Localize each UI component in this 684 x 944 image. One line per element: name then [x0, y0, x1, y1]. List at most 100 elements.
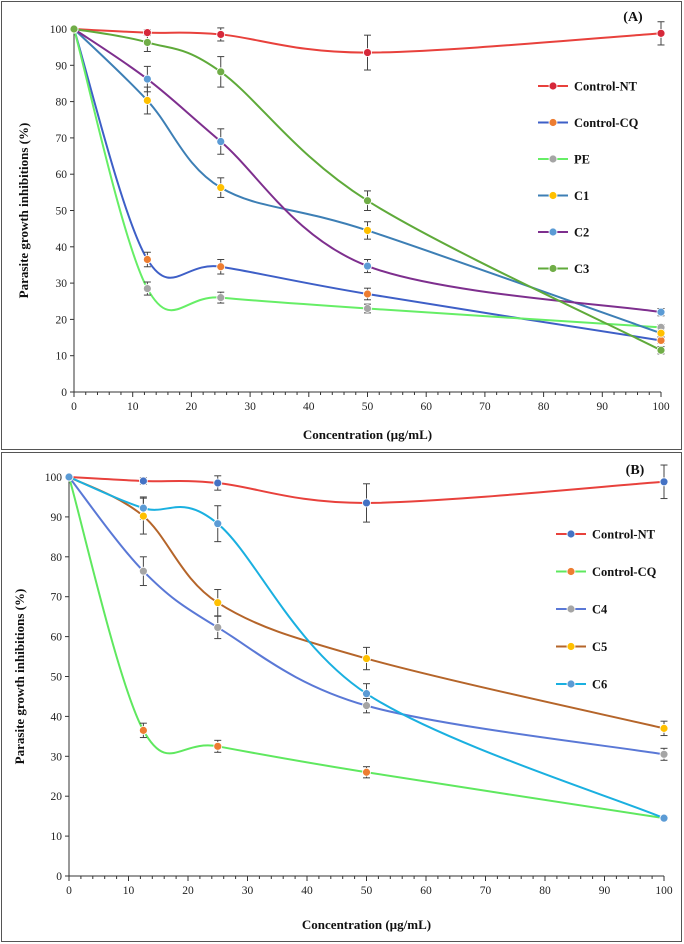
chart1-x-tick-label: 0 [66, 885, 72, 897]
chart0-y-tick-label: 20 [56, 314, 68, 326]
chart1-legend-label-Control-CQ: Control-CQ [592, 565, 657, 579]
chart0-y-tick-label: 30 [56, 278, 68, 290]
chart0-data-point-C2 [656, 307, 666, 317]
chart1-data-point-Control-CQ [138, 725, 148, 735]
chart0-y-tick-label: 40 [56, 242, 68, 254]
chart0-x-tick-label: 10 [127, 401, 139, 413]
chart1-y-tick-label: 30 [51, 751, 63, 763]
chart1-legend-marker-C5 [566, 642, 576, 651]
chart1-x-tick-label: 30 [242, 885, 254, 897]
chart1-y-tick-label: 90 [51, 512, 63, 524]
chart0-legend-marker-C3 [548, 264, 558, 273]
chart0-data-point-PE [216, 293, 226, 303]
chart0-legend-marker-PE [548, 154, 558, 164]
chart1-panel-label: (B) [626, 463, 645, 478]
chart0-data-point-Control-NT [216, 30, 226, 39]
chart1-y-tick-label: 50 [51, 672, 63, 684]
chart1-data-point-Control-NT [659, 477, 669, 487]
chart0-data-point-C1 [363, 226, 372, 235]
chart0-data-point-C1 [656, 328, 666, 338]
chart1-y-tick-label: 0 [56, 871, 62, 883]
chart1-y-tick-label: 100 [45, 472, 63, 484]
chart1-y-tick-label: 20 [51, 791, 63, 803]
chart0-legend-label-C1: C1 [574, 189, 589, 203]
chart1-legend-label-Control-NT: Control-NT [592, 528, 656, 542]
chart1-data-point-C5 [659, 723, 669, 733]
chart0-y-tick-label: 0 [61, 387, 67, 399]
chart1-data-point-C6 [659, 813, 669, 823]
chart0-legend-label-PE: PE [574, 153, 590, 167]
chart0-data-point-Control-CQ [216, 262, 226, 272]
chart1-data-point-C6 [362, 689, 371, 699]
chart0-legend-label-C2: C2 [574, 226, 589, 240]
chart0-series-line-PE [73, 28, 662, 329]
chart1-x-tick-label: 100 [655, 885, 673, 897]
chart1-x-tick-label: 80 [539, 885, 551, 897]
chart0-y-tick-label: 10 [56, 351, 68, 363]
chart1-legend-label-C5: C5 [592, 640, 607, 654]
chart0-legend-marker-C2 [548, 227, 558, 237]
chart1-data-point-C4 [213, 623, 223, 632]
chart0-data-point-C3 [69, 24, 79, 34]
chart0-x-tick-label: 70 [479, 401, 491, 413]
chart0-data-point-Control-NT [142, 28, 152, 38]
chart1-x-tick-label: 10 [123, 885, 135, 897]
chart1-data-point-C4 [659, 749, 669, 759]
chart0-data-point-C1 [142, 96, 152, 105]
chart0-y-tick-label: 80 [56, 97, 68, 109]
chart1-y-tick-label: 80 [51, 552, 63, 564]
chart0-data-point-PE [142, 284, 152, 293]
chart0-data-point-Control-CQ [656, 336, 666, 345]
chart0-data-point-C3 [656, 345, 666, 355]
chart0-data-point-C2 [216, 137, 226, 146]
chart0-panel-label: (A) [623, 10, 643, 25]
chart1-series-line-C4 [68, 476, 665, 756]
chart1-y-tick-label: 60 [51, 632, 63, 644]
chart0-series-line-C2 [73, 28, 662, 314]
chart0-x-tick-label: 50 [362, 401, 374, 413]
chart0-legend-marker-Control-CQ [548, 118, 558, 127]
chart0-y-tick-label: 100 [50, 24, 68, 36]
chart1-x-tick-label: 70 [480, 885, 492, 897]
chart-b-svg: 0 10 20 30 40 50 60 70 80 90 100 0 10 20 30 40 50 60 70 80 9… [12, 463, 673, 932]
chart0-x-tick-label: 40 [303, 401, 315, 413]
chart0-y-tick-label: 50 [56, 206, 68, 218]
chart0-y-tick-label: 70 [56, 133, 68, 145]
chart1-y-axis-title: Parasite growth inhibitions (%) [12, 589, 27, 765]
chart1-x-tick-label: 40 [301, 885, 313, 897]
chart0-data-point-C1 [216, 183, 226, 193]
chart0-x-tick-label: 80 [538, 401, 550, 413]
chart0-data-point-PE [363, 304, 372, 313]
chart0-data-point-Control-NT [363, 48, 372, 57]
chart0-y-tick-label: 60 [56, 169, 68, 181]
chart0-data-point-Control-NT [656, 28, 666, 38]
chart1-y-tick-label: 40 [51, 711, 63, 723]
chart1-data-point-Control-CQ [362, 767, 371, 777]
chart1-x-tick-label: 50 [361, 885, 373, 897]
chart1-legend-marker-C4 [566, 604, 576, 614]
chart0-x-tick-label: 60 [420, 401, 432, 413]
chart-a-svg: 0 10 20 30 40 50 60 70 80 90 100 0 10 20 30 40 50 60 70 80 9… [16, 10, 670, 442]
chart1-legend-label-C4: C4 [592, 603, 608, 617]
chart1-x-tick-label: 90 [599, 885, 611, 897]
chart1-x-tick-label: 20 [182, 885, 194, 897]
chart1-y-tick-label: 70 [51, 592, 63, 604]
chart1-data-point-C6 [138, 503, 148, 513]
chart1-data-point-C5 [138, 511, 148, 521]
chart1-data-point-C5 [362, 654, 371, 663]
chart1-data-point-Control-NT [138, 476, 148, 486]
chart0-data-point-Control-CQ [363, 289, 372, 299]
chart0-x-tick-label: 30 [244, 401, 256, 413]
chart0-series-line-C1 [73, 28, 662, 335]
chart1-legend-marker-Control-CQ [566, 567, 576, 576]
chart0-data-point-C2 [142, 74, 152, 84]
chart0-data-point-C3 [216, 67, 226, 77]
chart0-x-tick-label: 20 [186, 401, 198, 413]
chart0-x-tick-label: 90 [597, 401, 609, 413]
chart1-x-tick-label: 60 [420, 885, 432, 897]
chart1-data-point-C4 [138, 566, 148, 576]
chart1-series-line-C5 [68, 476, 665, 730]
chart-panel-a: 0 10 20 30 40 50 60 70 80 90 100 0 10 20 30 40 50 60 70 80 9… [1, 1, 682, 450]
chart1-legend-marker-C6 [566, 679, 576, 689]
chart0-y-tick-label: 90 [56, 60, 68, 72]
